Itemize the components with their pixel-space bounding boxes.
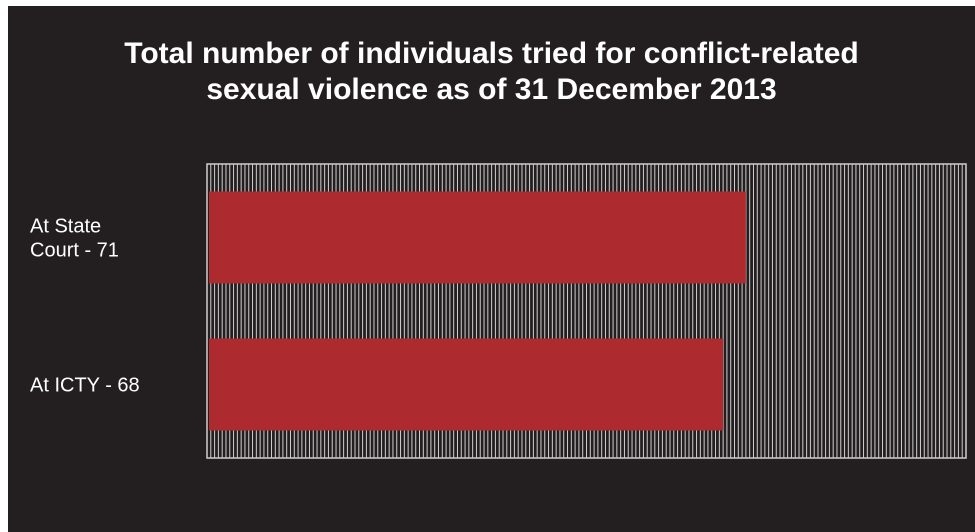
category-label-1: At ICTY - 68 — [30, 375, 140, 397]
category-label-0: At State Court - 71 — [30, 216, 119, 262]
chart-title: Total number of individuals tried for co… — [124, 37, 859, 106]
category-labels: At State Court - 71 At ICTY - 68 — [30, 216, 140, 397]
bar-1 — [209, 338, 724, 431]
bar-0 — [209, 191, 746, 284]
bars — [209, 191, 746, 431]
bar-chart: At State Court - 71 At ICTY - 68 — [30, 163, 967, 459]
chart-frame: Total number of individuals tried for co… — [8, 6, 975, 532]
